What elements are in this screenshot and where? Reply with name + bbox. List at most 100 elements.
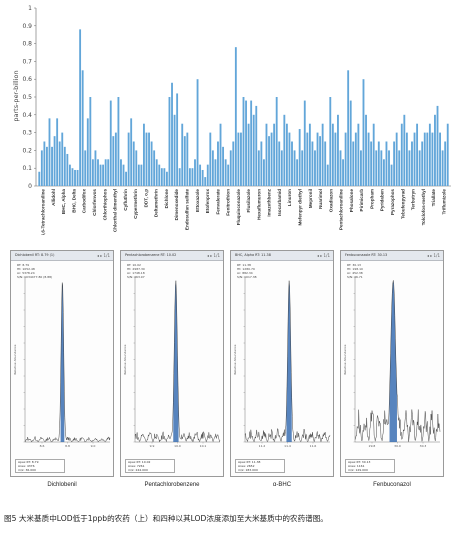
category-label: Nuarimol bbox=[318, 189, 323, 209]
panel-nav-arrows-icon[interactable]: ◂ ▸ 1/1 bbox=[427, 253, 440, 258]
bar bbox=[217, 141, 219, 186]
bar-chart: 0 0.1 0.2 0.3 0.4 0.5 0.6 0.7 0.8 0.9 1 6,6-Tetrach… bbox=[12, 5, 451, 235]
plot-x-tick-label: 30.3 bbox=[420, 444, 427, 448]
panel-info-line: S/N: 1017.38 bbox=[237, 275, 257, 279]
compound-name: α-BHC bbox=[272, 482, 292, 488]
y-axis-title: parts-per-billion bbox=[12, 70, 20, 121]
bar bbox=[354, 132, 357, 186]
bar bbox=[206, 164, 209, 186]
bar bbox=[224, 159, 227, 186]
bar bbox=[40, 150, 43, 186]
bar bbox=[413, 132, 416, 186]
bar bbox=[260, 141, 263, 186]
bar bbox=[298, 129, 301, 186]
category-label: Pentachloroaniline bbox=[339, 189, 344, 231]
bar bbox=[395, 132, 398, 186]
panel-header: Fenbuconazole RT: 30.13 bbox=[341, 251, 443, 261]
y-tick-label: 0.9 bbox=[22, 23, 32, 30]
bar bbox=[242, 97, 245, 186]
category-label: Imazethbenz bbox=[267, 188, 272, 216]
panel-info-line: Ar: 882.34 bbox=[237, 271, 253, 275]
y-tick-label: 1 bbox=[28, 5, 32, 12]
bar bbox=[209, 132, 212, 186]
bar bbox=[158, 164, 161, 186]
bar bbox=[109, 100, 112, 186]
panel-header: BHC, Alpha RT: 11.38 bbox=[231, 251, 333, 261]
bar bbox=[168, 97, 171, 186]
bar bbox=[319, 136, 322, 186]
category-label: Fenitrothion bbox=[226, 189, 231, 216]
bar bbox=[382, 159, 385, 186]
bar bbox=[155, 159, 158, 186]
bar bbox=[245, 100, 247, 186]
bar bbox=[278, 141, 281, 186]
bar bbox=[324, 141, 327, 186]
bar bbox=[339, 150, 342, 186]
bar bbox=[104, 159, 107, 186]
bar bbox=[81, 70, 84, 186]
chromatogram-plot: Relative Abundance 11.2 11.4 11.6 bbox=[233, 276, 331, 448]
bar bbox=[194, 159, 196, 186]
bar bbox=[97, 159, 99, 186]
plot-x-tick-label: 11.2 bbox=[259, 444, 266, 448]
bar bbox=[306, 132, 309, 186]
category-label: Hexaflumuron bbox=[256, 189, 261, 220]
panel-info-line: S/N: 463.97 bbox=[127, 275, 145, 279]
bar bbox=[308, 123, 311, 186]
panel-header: Pentachlorobenzene RT: 10.02 bbox=[121, 251, 223, 261]
plot-x-tick-label: 30.0 bbox=[394, 444, 401, 448]
bar bbox=[178, 168, 181, 186]
bar bbox=[285, 123, 288, 186]
bar bbox=[293, 150, 296, 186]
bar bbox=[337, 114, 339, 186]
bar bbox=[94, 150, 97, 186]
bar bbox=[61, 132, 64, 186]
bar bbox=[122, 164, 125, 186]
plot-x-tick-label: 10.1 bbox=[200, 444, 207, 448]
bar bbox=[74, 169, 76, 186]
panel-nav-arrows-icon[interactable]: ◂ ▸ 1/1 bbox=[317, 253, 330, 258]
bar bbox=[214, 159, 217, 186]
bar bbox=[303, 100, 306, 186]
bar bbox=[117, 97, 120, 186]
y-tick-label: 0.3 bbox=[22, 130, 32, 137]
bar bbox=[365, 114, 367, 186]
bar bbox=[219, 123, 222, 186]
bar bbox=[201, 169, 204, 186]
category-label: Allidohl bbox=[51, 189, 56, 206]
panel-nav-arrows-icon[interactable]: ◂ ▸ 1/1 bbox=[97, 253, 110, 258]
panel-footer-line: Area: 2652 bbox=[238, 464, 255, 468]
panel-nav-arrows-icon[interactable]: ◂ ▸ 1/1 bbox=[207, 253, 220, 258]
bar bbox=[130, 118, 133, 186]
category-label: Oxadiazon bbox=[328, 189, 333, 212]
bar bbox=[112, 136, 115, 186]
bar bbox=[380, 150, 383, 186]
bar bbox=[344, 132, 347, 186]
bar bbox=[145, 132, 148, 186]
bar bbox=[53, 136, 56, 186]
bar bbox=[204, 177, 207, 186]
bar bbox=[347, 70, 350, 186]
bar bbox=[265, 123, 268, 186]
bar bbox=[160, 168, 163, 186]
bar bbox=[434, 114, 436, 186]
bar bbox=[411, 141, 413, 186]
bar bbox=[135, 150, 138, 186]
bar bbox=[329, 97, 332, 186]
bar bbox=[441, 150, 444, 186]
category-label: Pyrazophos bbox=[390, 189, 395, 215]
category-label: Dimenoxedide bbox=[174, 189, 179, 221]
bar bbox=[181, 123, 184, 186]
bar bbox=[63, 146, 66, 186]
bar bbox=[416, 123, 419, 186]
bar bbox=[43, 141, 46, 186]
y-tick-label: 0.4 bbox=[22, 112, 32, 119]
bar bbox=[291, 141, 293, 186]
category-label: Triflumizole bbox=[441, 189, 446, 215]
bar bbox=[150, 141, 153, 186]
panel-info: RT: 8.79 Ht: 1052.48 Ar: 5378.24 S/N: 10344… bbox=[17, 263, 52, 279]
bar bbox=[76, 169, 79, 186]
category-label: Tebufenpyrad bbox=[400, 189, 405, 219]
bar bbox=[191, 168, 194, 186]
bar bbox=[165, 171, 168, 186]
